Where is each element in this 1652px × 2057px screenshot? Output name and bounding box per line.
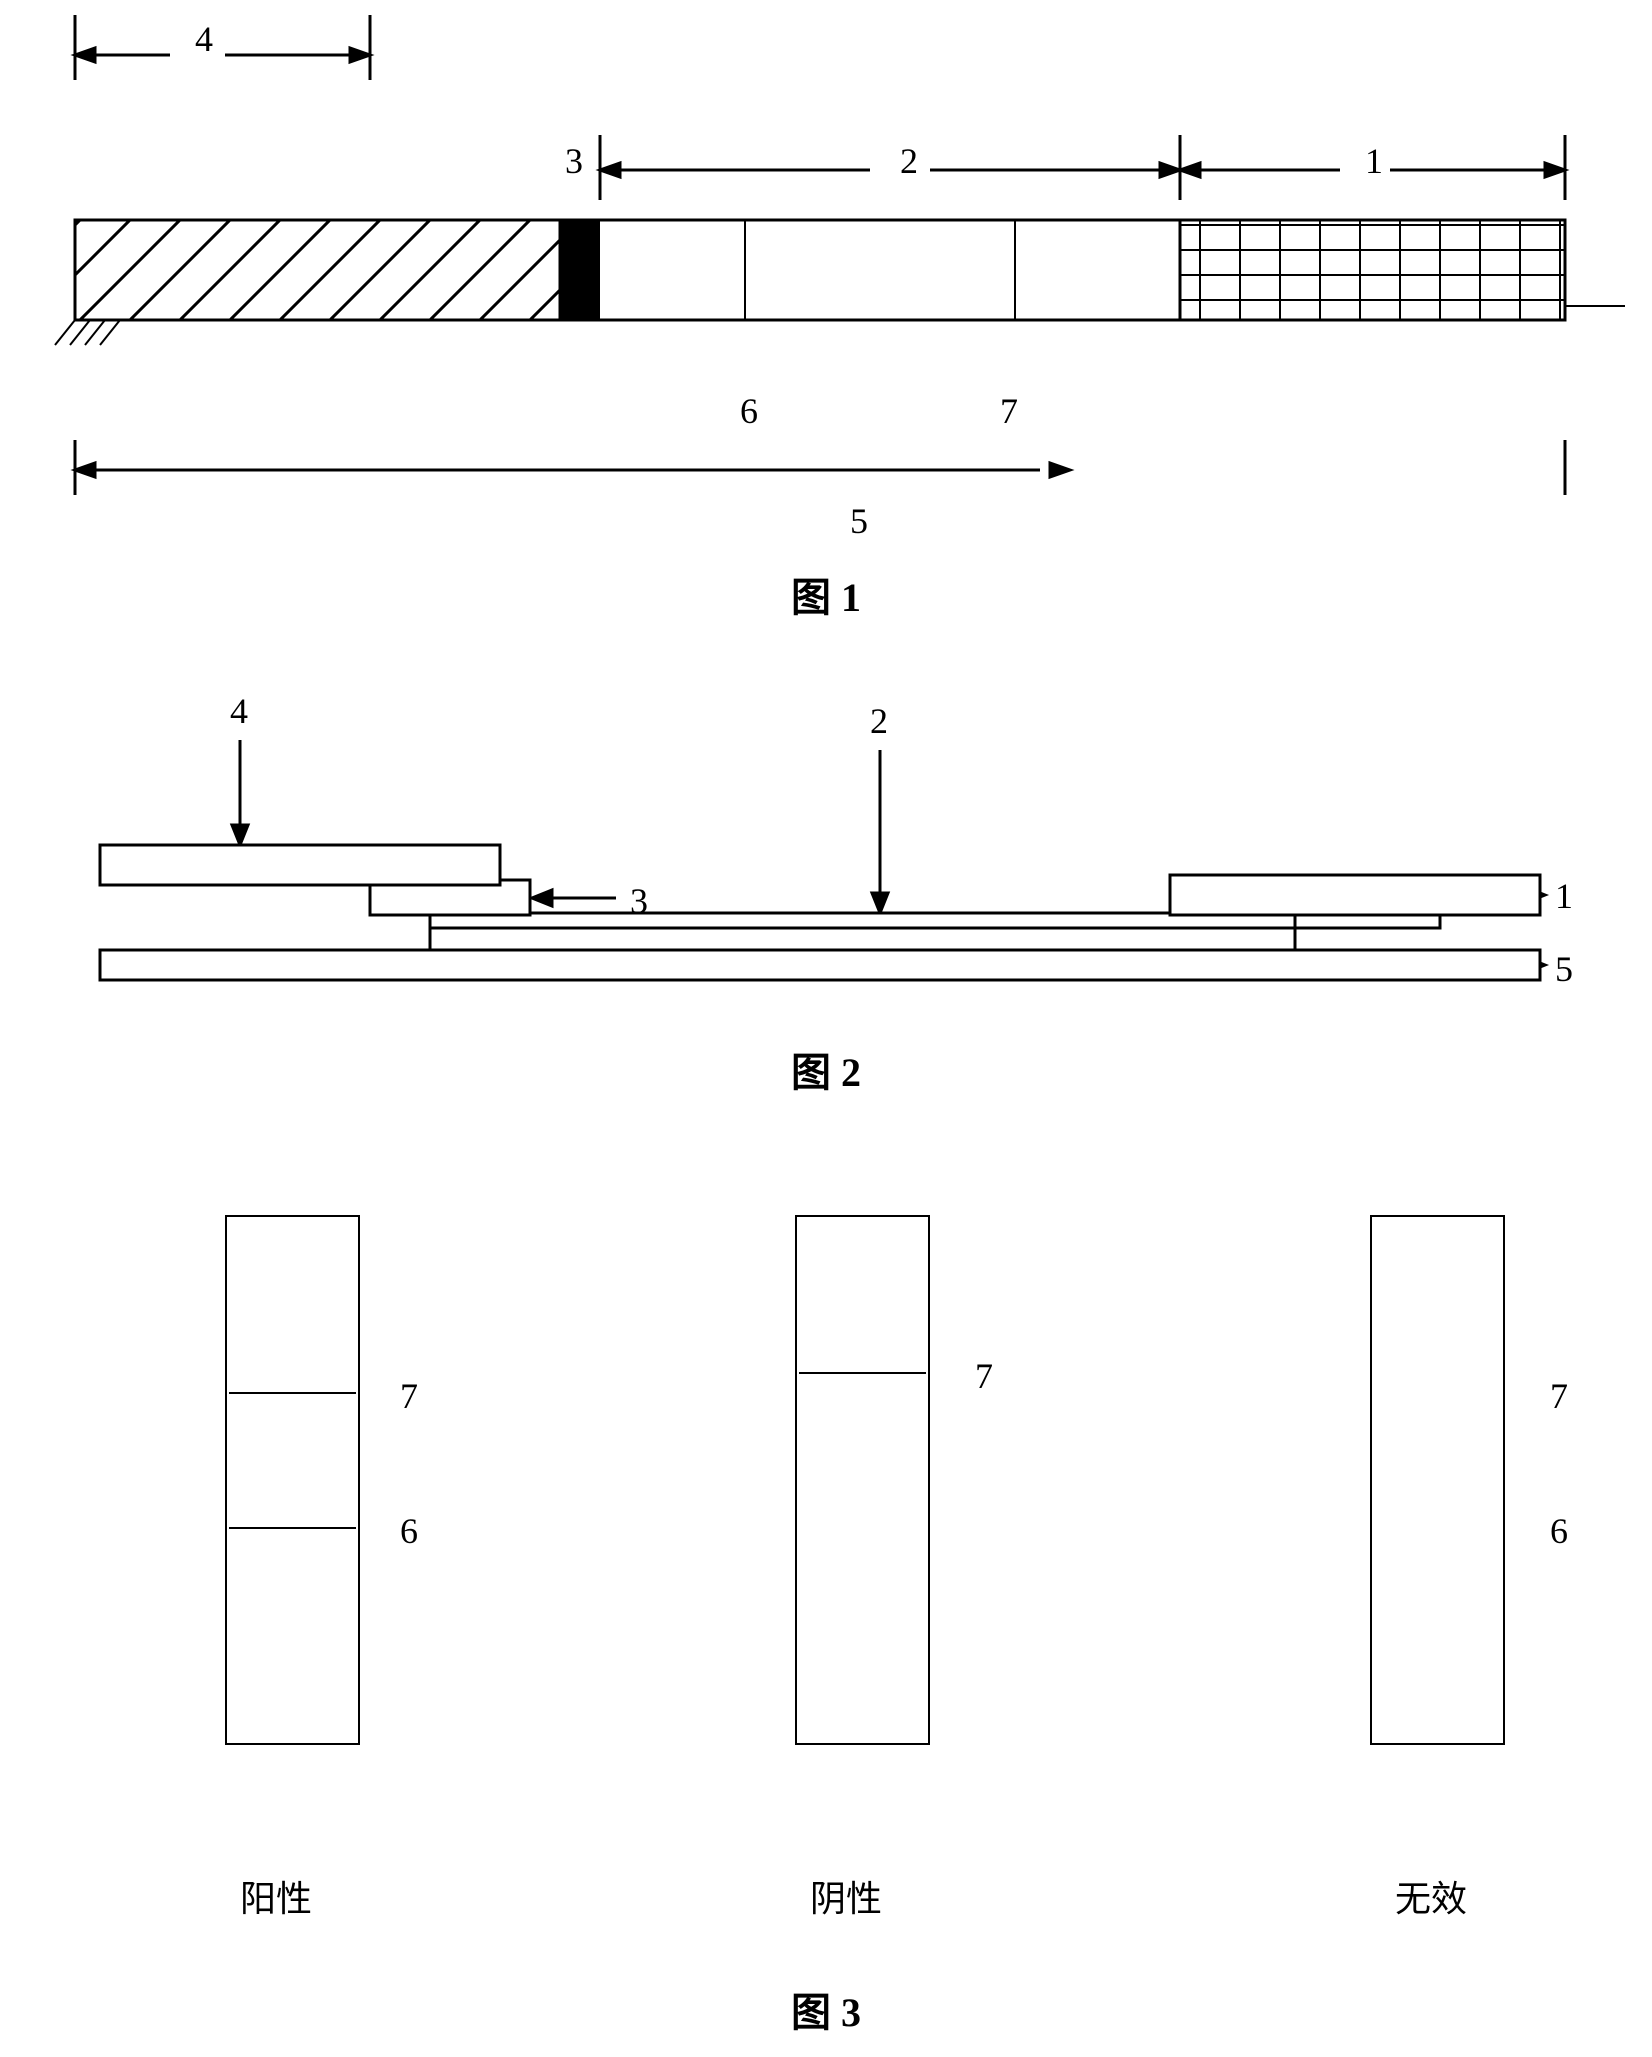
fig3-neg-label7: 7: [975, 1355, 993, 1397]
fig3-invalid-title: 无效: [1395, 1870, 1467, 1922]
fig3-positive-line7: [229, 1392, 356, 1394]
fig2-layers: [100, 845, 1540, 980]
fig2-label-5: 5: [1555, 948, 1573, 990]
fig2-label-4: 4: [230, 690, 248, 732]
fig3-caption: 图 3: [791, 1980, 861, 2038]
fig2-svg: [0, 0, 1652, 2057]
diagram-container: 4 3 2 1 6 7 5 图 1: [0, 0, 1652, 2057]
fig3-negative-title: 阴性: [810, 1870, 882, 1922]
fig3-inv-label7: 7: [1550, 1375, 1568, 1417]
fig3-positive-title: 阳性: [240, 1870, 312, 1922]
fig2-label-3: 3: [630, 880, 648, 922]
fig3-negative-line7: [799, 1372, 926, 1374]
fig3-pos-label6: 6: [400, 1510, 418, 1552]
fig3-pos-label7: 7: [400, 1375, 418, 1417]
fig2-label-2: 2: [870, 700, 888, 742]
fig3-inv-label6: 6: [1550, 1510, 1568, 1552]
fig3-positive-line6: [229, 1527, 356, 1529]
fig3-positive-strip: [225, 1215, 360, 1745]
fig3-invalid-strip: [1370, 1215, 1505, 1745]
fig3-negative-strip: [795, 1215, 930, 1745]
fig2-caption: 图 2: [791, 1040, 861, 1098]
fig2-label-1: 1: [1555, 875, 1573, 917]
